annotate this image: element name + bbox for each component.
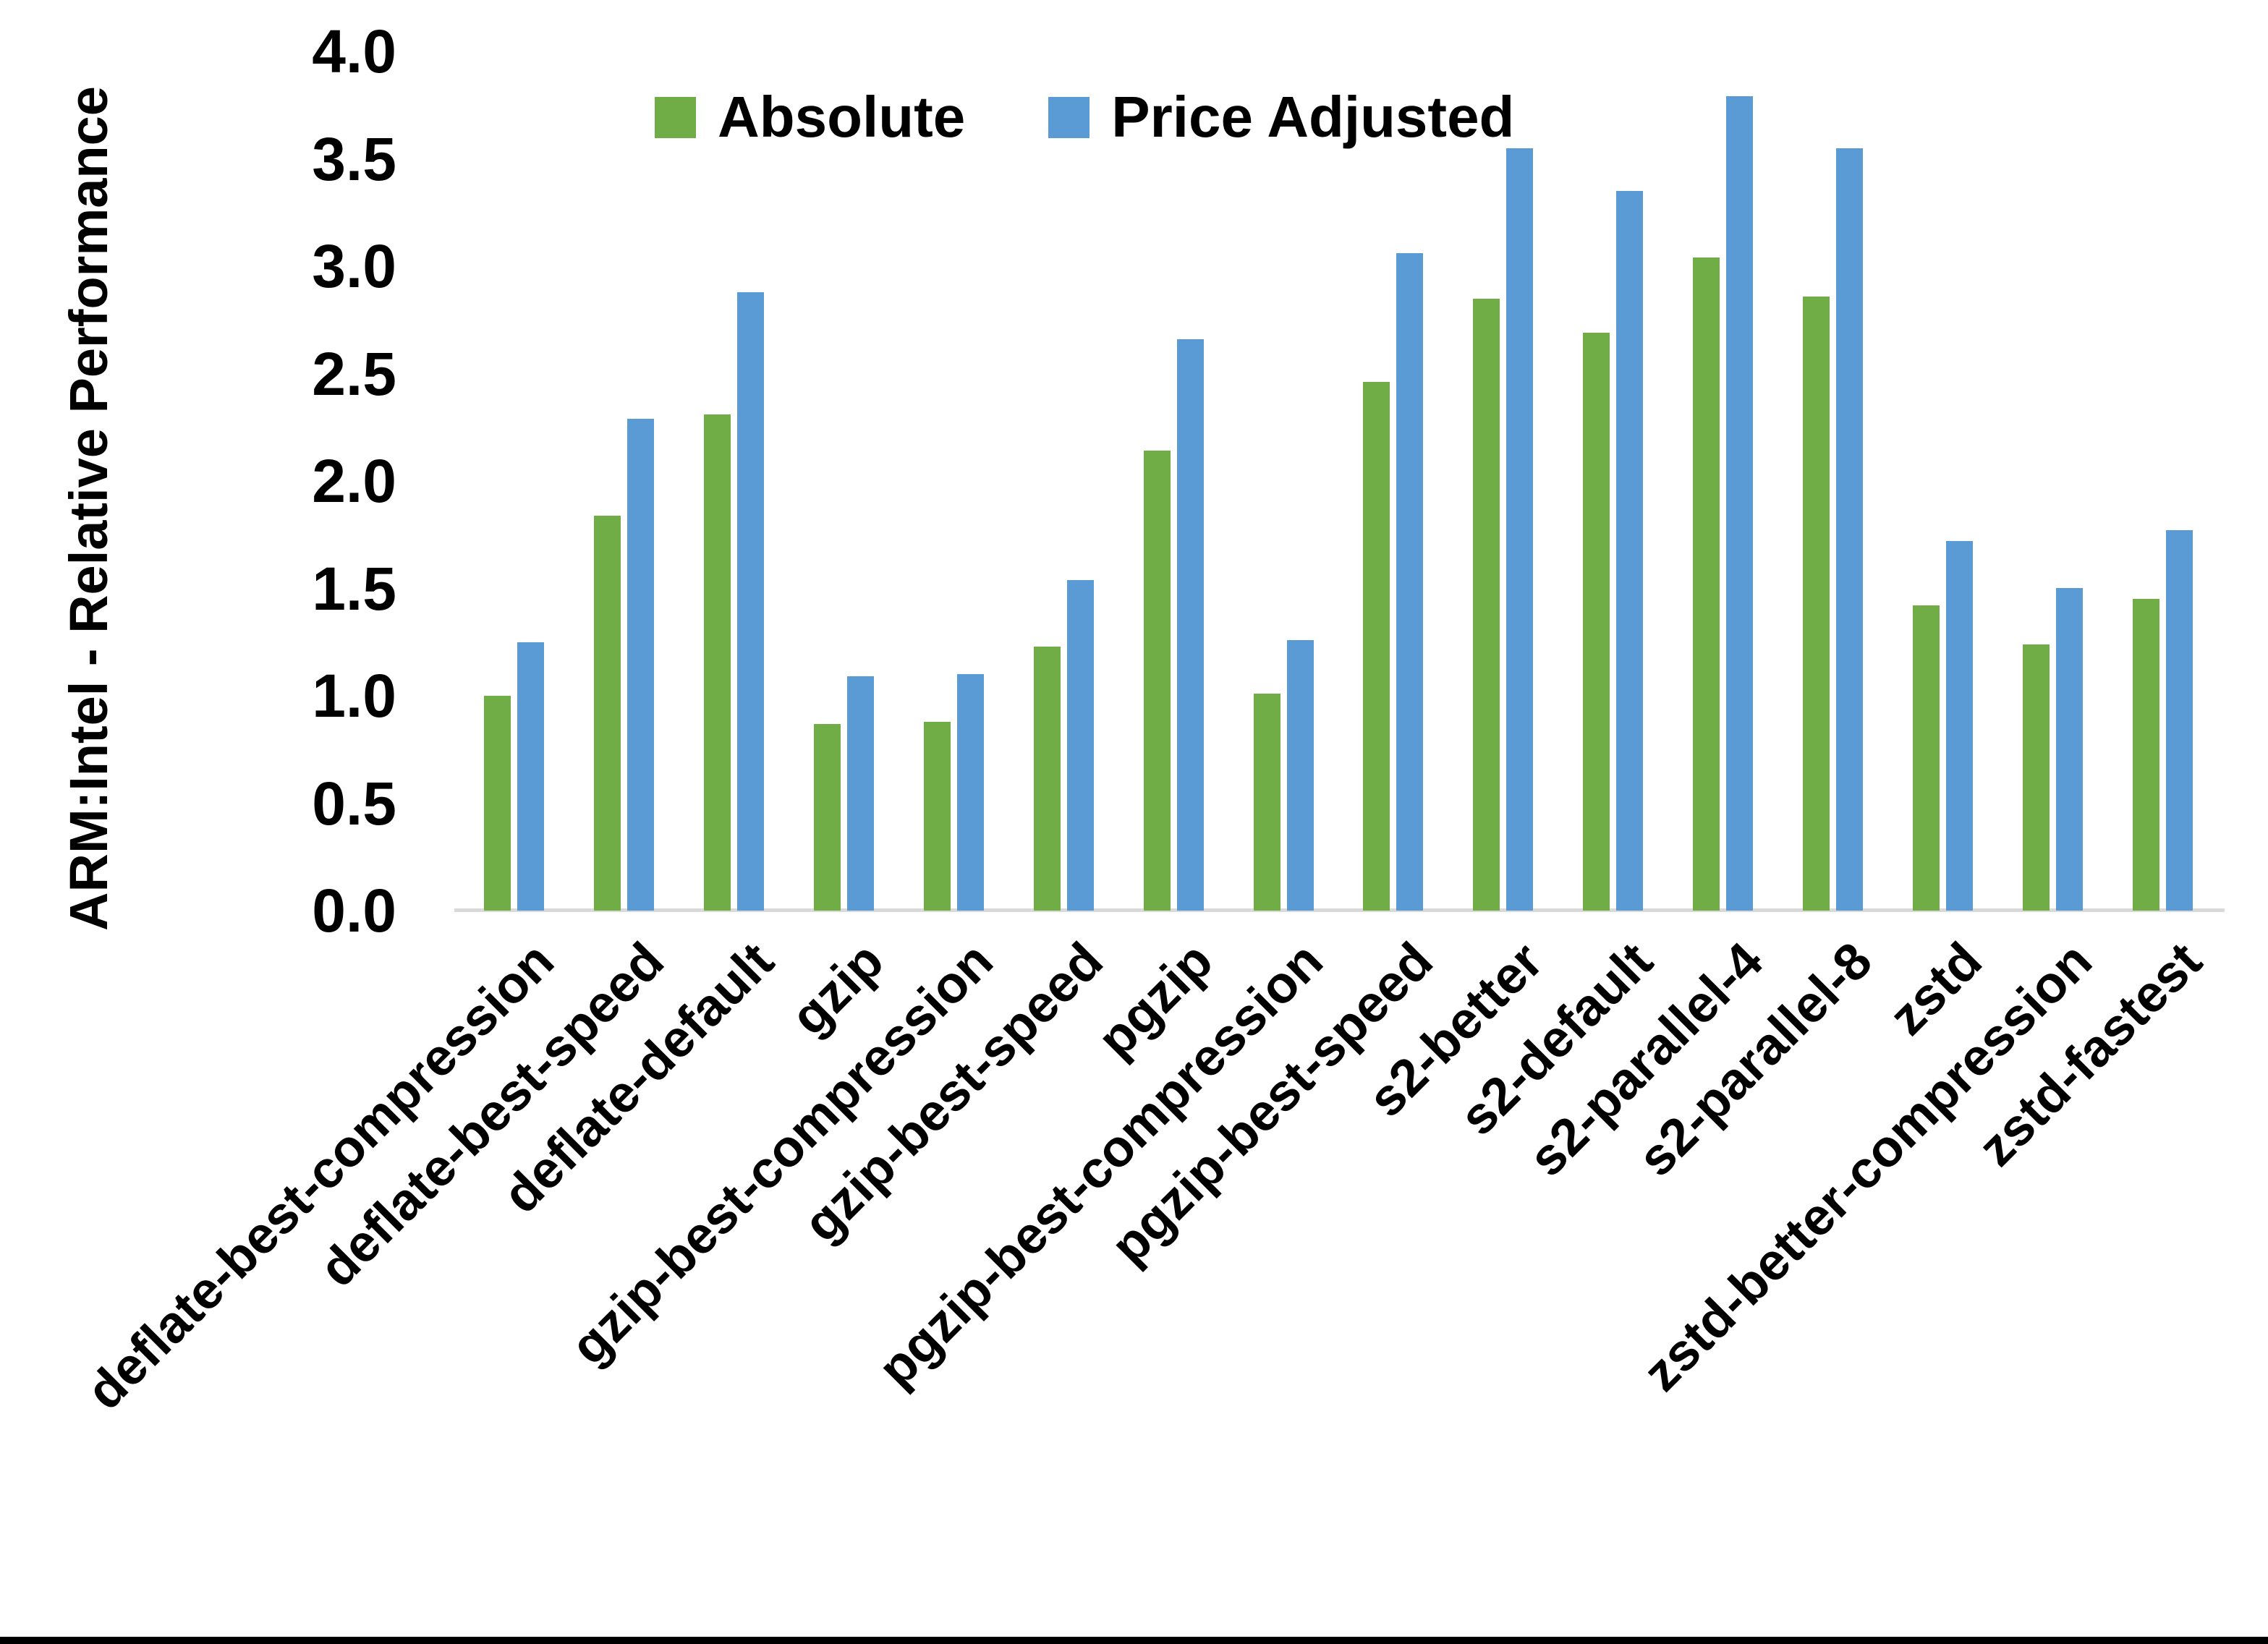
y-tick-label-2.5: 2.5 [312,339,396,408]
bar-absolute-zstd-better-compression [2023,644,2050,911]
x-axis-line [454,908,2225,912]
bar-price-adjusted-s2-better [1506,148,1533,911]
bar-price-adjusted-gzip-best-speed [1067,580,1094,911]
bar-absolute-s2-default [1583,333,1610,911]
bottom-border [0,1637,2268,1644]
bar-price-adjusted-s2-default [1616,191,1643,911]
legend-swatch-price-adjusted [1048,96,1090,138]
bar-absolute-gzip-best-speed [1034,647,1061,911]
legend-label-absolute: Absolute [718,85,966,149]
legend: Absolute Price Adjusted [655,88,1514,146]
bar-price-adjusted-s2-parallel-8 [1836,148,1863,911]
y-tick-label-1.0: 1.0 [312,662,396,730]
bar-price-adjusted-gzip-best-compression [957,674,984,911]
legend-item-price-adjusted: Price Adjusted [1048,88,1514,146]
bar-price-adjusted-deflate-best-speed [627,419,654,911]
bar-absolute-deflate-best-compression [484,696,511,911]
bar-absolute-zstd-fastest [2133,599,2159,911]
bar-absolute-pgzip [1144,451,1171,911]
bar-absolute-deflate-default [704,414,731,911]
y-tick-label-4.0: 4.0 [312,17,396,85]
y-axis-title: ARM:Intel - Relative Performance [59,86,119,931]
x-category-label-text: deflate-best-compression [75,932,565,1421]
bar-price-adjusted-pgzip-best-compression [1287,640,1314,911]
y-tick-label-3.5: 3.5 [312,124,396,193]
y-tick-label-0.0: 0.0 [312,877,396,945]
bar-price-adjusted-s2-parallel-4 [1726,96,1753,911]
y-tick-label-2.0: 2.0 [312,447,396,515]
bar-price-adjusted-zstd-better-compression [2056,588,2083,911]
y-tick-label-3.0: 3.0 [312,232,396,300]
legend-label-price-adjusted: Price Adjusted [1111,85,1515,149]
bar-absolute-gzip [814,724,841,911]
bar-absolute-pgzip-best-compression [1254,694,1280,911]
bar-absolute-gzip-best-compression [924,722,951,911]
y-tick-label-0.5: 0.5 [312,769,396,838]
bar-price-adjusted-zstd [1946,541,1973,911]
bar-absolute-pgzip-best-speed [1363,382,1390,911]
y-tick-label-1.5: 1.5 [312,554,396,623]
bar-price-adjusted-pgzip-best-speed [1396,253,1423,911]
bar-price-adjusted-deflate-default [737,292,764,911]
bar-price-adjusted-pgzip [1177,339,1204,911]
bar-price-adjusted-deflate-best-compression [517,642,544,911]
bar-absolute-s2-better [1473,299,1500,911]
legend-item-absolute: Absolute [655,88,965,146]
bar-price-adjusted-zstd-fastest [2166,530,2193,911]
bar-absolute-zstd [1913,605,1940,911]
bar-absolute-deflate-best-speed [594,516,621,911]
bar-absolute-s2-parallel-8 [1803,297,1830,911]
legend-swatch-absolute [655,96,696,138]
bar-absolute-s2-parallel-4 [1693,257,1720,911]
bar-price-adjusted-gzip [847,676,874,911]
